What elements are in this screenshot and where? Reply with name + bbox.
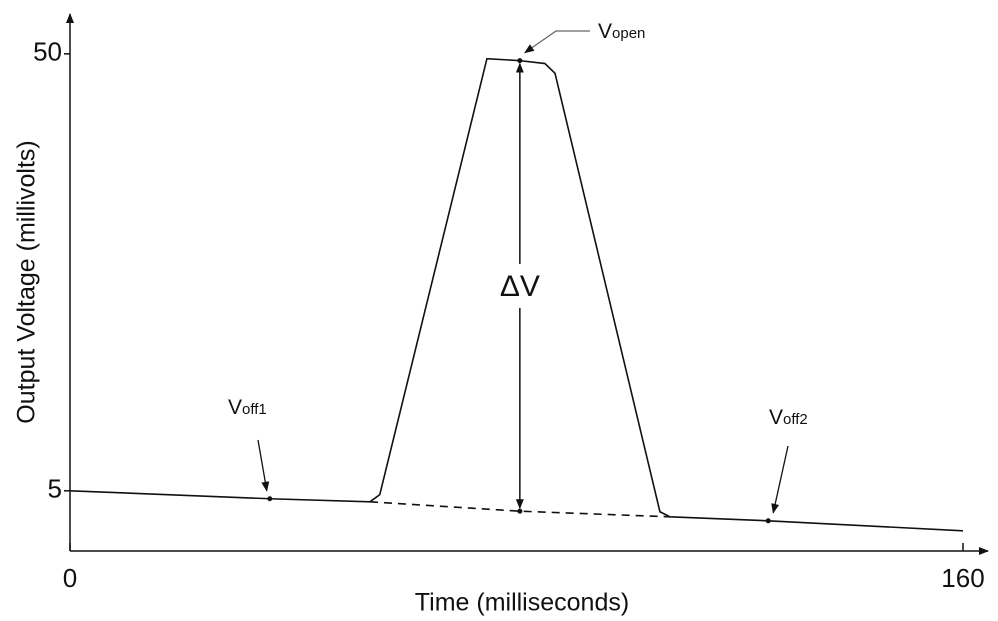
x-axis-label: Time (milliseconds) [415, 589, 629, 617]
x-tick-label: 160 [941, 563, 984, 593]
y-tick-label: 50 [33, 37, 62, 67]
annotation-sub: off2 [783, 411, 808, 428]
annotation-point [517, 58, 523, 64]
delta-point [517, 508, 523, 514]
delta-label: ΔV [500, 270, 540, 303]
annotation-point [267, 496, 273, 502]
signal-line [69, 57, 964, 532]
annotation-sub: off1 [242, 401, 267, 418]
x-tick-label: 0 [63, 563, 77, 593]
delta-label-bg [489, 263, 550, 308]
y-axis-label: Output Voltage (millivolts) [13, 140, 41, 423]
annotation-arrow [257, 439, 270, 492]
annotation-label: Vopen [598, 20, 645, 43]
annotation-main: V [228, 396, 242, 419]
annotation-main: V [769, 406, 783, 429]
annotation-arrow [524, 30, 590, 54]
annotation-label: Voff1 [228, 396, 267, 419]
annotation-main: V [598, 20, 612, 43]
annotation-sub: open [612, 25, 645, 42]
annotation-arrow [771, 445, 789, 514]
annotation-point [765, 518, 771, 524]
annotation-label: Voff2 [769, 406, 808, 429]
y-tick-label: 5 [48, 474, 62, 504]
